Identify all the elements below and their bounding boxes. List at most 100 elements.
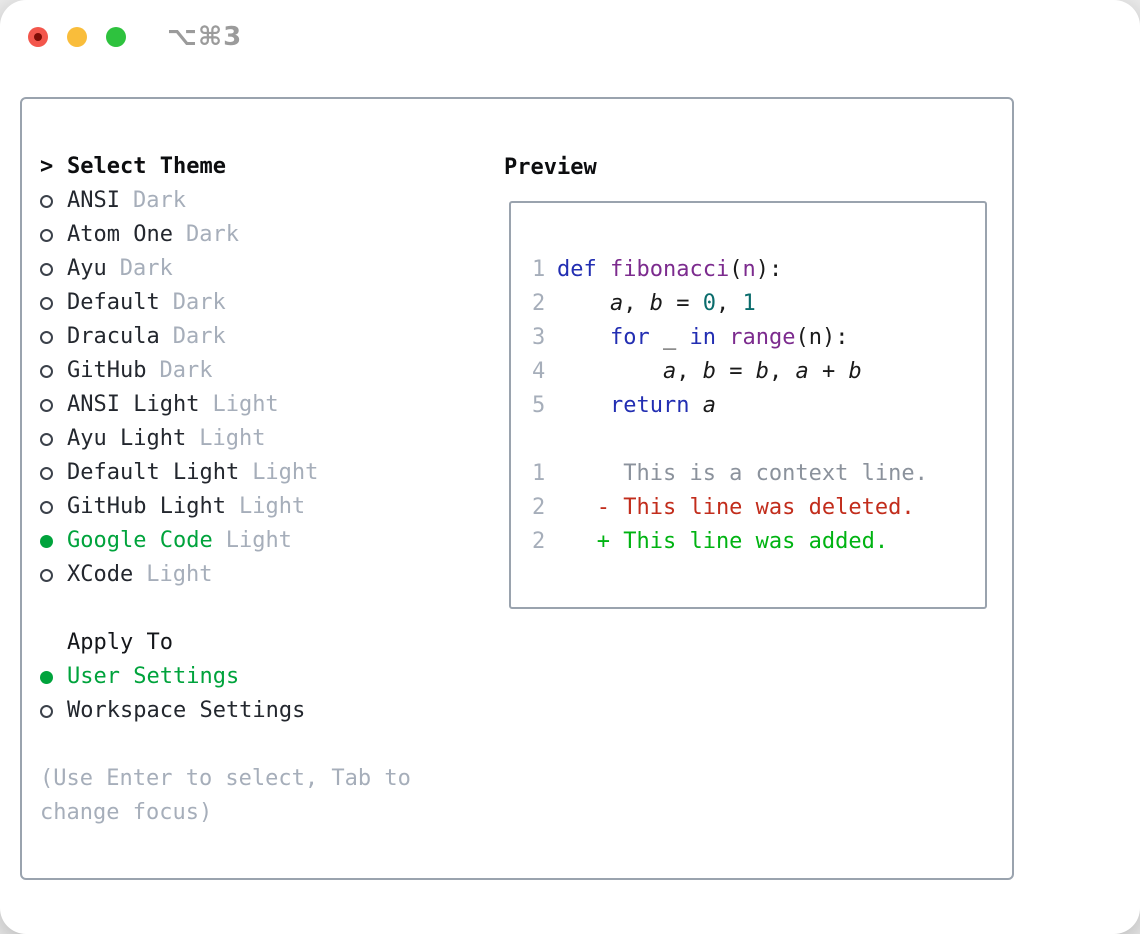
theme-name: Ayu xyxy=(67,256,107,281)
theme-variant-label: Light xyxy=(146,562,213,587)
apply-option-user-settings[interactable]: User Settings xyxy=(40,660,476,694)
theme-variant-label: Light xyxy=(238,494,306,519)
theme-variant-label: Dark xyxy=(132,188,186,213)
theme-variant-label: Light xyxy=(199,426,266,451)
theme-list-column: > Select Theme ANSI Dark Atom One Dark Ayu Da… xyxy=(40,150,476,830)
theme-option-dracula[interactable]: Dracula Dark xyxy=(40,320,476,354)
radio-unselected-icon xyxy=(40,262,53,276)
code-token: b xyxy=(702,359,716,384)
code-token: ): xyxy=(755,257,783,282)
spacer xyxy=(532,423,985,457)
radio-unselected-icon xyxy=(40,704,53,718)
theme-variant-label: Dark xyxy=(159,358,213,383)
code-token xyxy=(597,257,610,282)
code-token: _ xyxy=(649,325,690,350)
theme-option-google-code[interactable]: Google Code Light xyxy=(40,524,476,558)
code-token: n xyxy=(742,257,756,282)
code-token: return xyxy=(609,393,690,418)
theme-option-ansi[interactable]: ANSI Dark xyxy=(40,184,476,218)
theme-option-ayu[interactable]: Ayu Dark xyxy=(40,252,476,286)
theme-option-default[interactable]: Default Dark xyxy=(40,286,476,320)
radio-marker xyxy=(40,432,67,446)
close-button-dot-icon xyxy=(34,33,42,41)
apply-to-list: User Settings Workspace Settings xyxy=(40,660,476,728)
theme-option-github-light[interactable]: GitHub Light Light xyxy=(40,490,476,524)
radio-unselected-icon xyxy=(40,500,53,514)
theme-name: ANSI Light xyxy=(67,392,200,417)
radio-unselected-icon xyxy=(40,194,53,208)
diff-line-deleted: 2 - This line was deleted. xyxy=(532,491,985,525)
diff-text: + This line was added. xyxy=(557,529,889,554)
theme-name: Default xyxy=(67,290,160,315)
code-token: , xyxy=(715,291,743,316)
radio-marker xyxy=(40,466,67,480)
line-number: 1 xyxy=(532,461,546,486)
code-token: b xyxy=(649,291,663,316)
radio-unselected-icon xyxy=(40,432,53,446)
code-token: b xyxy=(755,359,769,384)
apply-to-header: Apply To xyxy=(40,626,476,660)
code-line: 4 a, b = b, a + b xyxy=(532,355,985,389)
code-line: 5 return a xyxy=(532,389,985,423)
theme-name: Atom One xyxy=(67,222,173,247)
apply-option-workspace-settings[interactable]: Workspace Settings xyxy=(40,694,476,728)
code-token: a xyxy=(662,359,677,384)
theme-name: GitHub xyxy=(67,358,147,383)
radio-marker xyxy=(40,364,67,378)
code-text: def fibonacci(n): xyxy=(557,253,782,287)
minimize-button[interactable] xyxy=(67,27,87,47)
radio-unselected-icon xyxy=(40,398,53,412)
theme-list: ANSI Dark Atom One Dark Ayu Dark Default Dark Dr… xyxy=(40,184,476,592)
theme-variant-label: Dark xyxy=(172,290,226,315)
theme-option-xcode[interactable]: XCode Light xyxy=(40,558,476,592)
theme-option-default-light[interactable]: Default Light Light xyxy=(40,456,476,490)
radio-unselected-icon xyxy=(40,228,53,242)
radio-unselected-icon xyxy=(40,330,53,344)
code-token: 1 xyxy=(742,291,756,316)
radio-unselected-icon xyxy=(40,364,53,378)
theme-option-ansi-light[interactable]: ANSI Light Light xyxy=(40,388,476,422)
zoom-button[interactable] xyxy=(106,27,126,47)
code-token: in xyxy=(689,325,716,350)
theme-option-ayu-light[interactable]: Ayu Light Light xyxy=(40,422,476,456)
code-token: a xyxy=(609,291,624,316)
code-token: b xyxy=(848,359,862,384)
theme-name: Ayu Light xyxy=(67,426,187,451)
radio-marker xyxy=(40,704,67,718)
code-token: = xyxy=(662,291,703,316)
code-text: a, b = 0, 1 xyxy=(557,287,756,321)
line-number: 2 xyxy=(532,529,546,554)
code-text: for _ in range(n): xyxy=(557,321,848,355)
code-token xyxy=(557,291,610,316)
radio-marker xyxy=(40,500,67,514)
code-token: for xyxy=(609,325,650,350)
code-token: fibonacci xyxy=(610,257,730,282)
line-number: 2 xyxy=(532,495,546,520)
close-button[interactable] xyxy=(28,27,48,47)
code-text: return a xyxy=(557,389,716,423)
window-title: ⌥⌘3 xyxy=(167,22,243,52)
diff-preview: 1 This is a context line. 2 - This line w… xyxy=(532,457,985,559)
theme-option-atom-one[interactable]: Atom One Dark xyxy=(40,218,476,252)
code-line: 1 def fibonacci(n): xyxy=(532,253,985,287)
theme-option-github[interactable]: GitHub Dark xyxy=(40,354,476,388)
code-token: def xyxy=(557,257,597,282)
theme-name: Google Code xyxy=(67,528,213,553)
code-token: , xyxy=(768,359,796,384)
code-token: , xyxy=(623,291,650,316)
theme-name: ANSI xyxy=(67,188,120,213)
diff-text: - This line was deleted. xyxy=(557,495,915,520)
diff-line-context: 1 This is a context line. xyxy=(532,457,985,491)
code-token: a xyxy=(795,359,809,384)
radio-selected-icon xyxy=(40,534,53,548)
spacer xyxy=(40,728,476,762)
code-line: 2 a, b = 0, 1 xyxy=(532,287,985,321)
window-titlebar: ⌥⌘3 xyxy=(0,0,1140,74)
code-token xyxy=(689,393,702,418)
chevron-right-icon: > xyxy=(40,154,54,179)
radio-marker xyxy=(40,670,67,684)
traffic-lights xyxy=(28,27,126,47)
code-token: ( xyxy=(729,257,743,282)
keyboard-hint-text: (Use Enter to select, Tab to change focu… xyxy=(40,766,411,825)
